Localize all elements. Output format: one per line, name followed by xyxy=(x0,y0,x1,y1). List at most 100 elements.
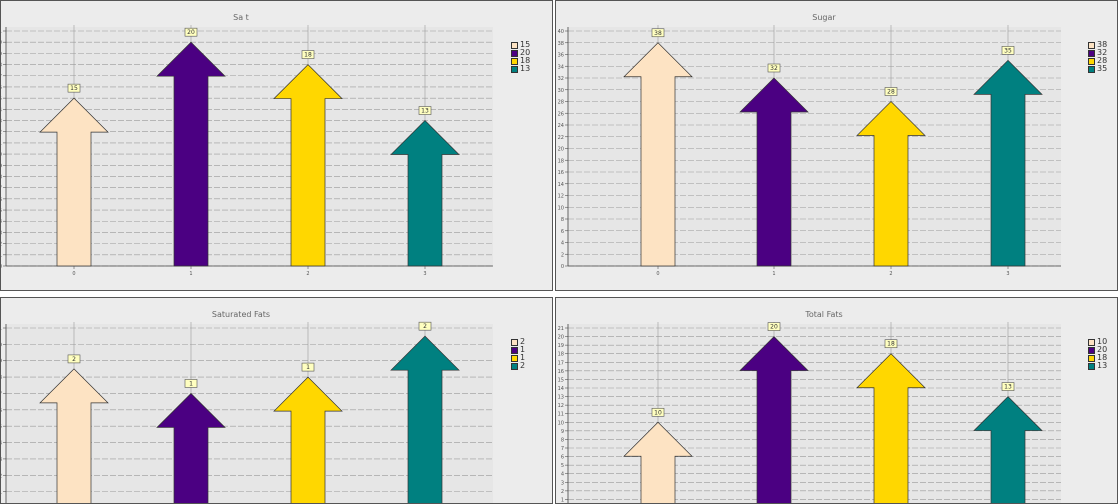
legend-label: 15 xyxy=(520,40,531,49)
data-label: 18 xyxy=(887,341,895,348)
data-label: 28 xyxy=(887,89,895,96)
data-label-box xyxy=(301,50,315,59)
y-tick-label: 12 xyxy=(1,130,2,136)
y-tick-label: 24 xyxy=(558,123,564,129)
y-tick-label: 38 xyxy=(558,41,564,47)
data-label-box xyxy=(301,362,315,372)
data-label-box xyxy=(418,321,432,331)
legend-label: 13 xyxy=(520,64,531,73)
chart-panel-salt: 0123456789101112131415161718192021150201… xyxy=(0,0,553,291)
legend-label: 32 xyxy=(1097,48,1108,57)
y-tick-label: 18 xyxy=(558,352,564,358)
legend-entry: 20 xyxy=(1088,346,1107,354)
data-label-box xyxy=(884,87,898,96)
x-tick-label: 1 xyxy=(772,271,775,277)
y-tick-label: 4 xyxy=(561,241,564,247)
data-label-box xyxy=(67,83,81,93)
y-tick-label: 21 xyxy=(1,29,2,35)
y-tick-label: 17 xyxy=(1,74,2,80)
y-tick-label: 18 xyxy=(1,63,2,69)
y-tick-label: 11 xyxy=(558,412,564,418)
y-tick-label: 4 xyxy=(561,472,564,478)
data-label: 20 xyxy=(187,29,195,36)
legend-swatch xyxy=(511,354,518,362)
legend-label: 28 xyxy=(1097,56,1108,65)
y-tick-label: 12 xyxy=(558,403,564,409)
legend-swatch xyxy=(1088,354,1095,362)
y-tick-label: 21 xyxy=(558,326,564,332)
legend-swatch xyxy=(511,346,518,354)
data-label-box xyxy=(767,322,781,331)
data-label: 15 xyxy=(70,85,78,92)
bar-arrow xyxy=(39,368,109,503)
y-tick-label: 32 xyxy=(558,76,564,82)
y-tick-label: 15 xyxy=(1,96,2,102)
data-label-box xyxy=(184,379,198,388)
y-tick-label: 14 xyxy=(558,386,564,392)
y-tick-label: 20 xyxy=(558,335,564,341)
chart-panel-sugar: 0 2 4 6 8 10 12 14 16 18 20 22 24 26 28 30 32 34 36 38 40 38 0… xyxy=(555,0,1118,291)
chart-plot: 0123456789101112131415161718192021150201… xyxy=(1,25,493,277)
bar-arrow xyxy=(739,77,809,267)
data-label: 38 xyxy=(654,30,662,37)
y-tick-label: 8 xyxy=(561,217,564,223)
chart-title: Saturated Fats xyxy=(211,310,271,319)
bar-arrow xyxy=(856,353,926,503)
legend-swatch xyxy=(1088,362,1095,370)
legend-entry: 2 xyxy=(511,338,528,346)
legend-swatch xyxy=(511,41,518,49)
legend-swatch xyxy=(1088,65,1095,73)
y-tick-label: 16 xyxy=(558,369,564,375)
y-tick-label: 17 xyxy=(558,360,564,366)
y-tick-label: 8 xyxy=(561,437,564,443)
legend-entry: 20 xyxy=(511,49,530,57)
legend-swatch xyxy=(1088,41,1095,49)
data-label-box xyxy=(651,407,665,417)
y-tick-label: 4 xyxy=(1,441,2,447)
y-tick-label: 4 xyxy=(1,219,2,225)
legend-entry: 35 xyxy=(1088,65,1107,73)
data-label: 35 xyxy=(1004,47,1012,54)
y-tick-label: 2 xyxy=(1,242,2,248)
legend-entry: 13 xyxy=(1088,362,1107,370)
legend-swatch xyxy=(1088,49,1095,57)
y-tick-label: 40 xyxy=(558,29,564,35)
legend-swatch xyxy=(1088,57,1095,65)
y-tick-label: 11 xyxy=(1,326,2,332)
legend-swatch xyxy=(1088,346,1095,354)
legend-label: 1 xyxy=(520,353,526,362)
legend-label: 18 xyxy=(1097,353,1108,362)
legend-entry: 28 xyxy=(1088,56,1108,65)
y-tick-label: 16 xyxy=(1,85,2,91)
y-tick-label: 36 xyxy=(558,53,564,59)
legend-swatch xyxy=(511,57,518,65)
y-tick-label: 9 xyxy=(1,359,2,365)
legend-label: 38 xyxy=(1097,40,1108,49)
y-tick-label: 30 xyxy=(558,88,564,94)
y-tick-label: 11 xyxy=(1,141,2,147)
x-tick-label: 0 xyxy=(72,271,75,277)
y-tick-label: 22 xyxy=(558,135,564,141)
y-tick-label: 20 xyxy=(1,40,2,46)
y-tick-label: 6 xyxy=(1,408,2,414)
y-tick-label: 1 xyxy=(1,253,2,259)
chart-title: Total Fats xyxy=(805,310,843,319)
legend-swatch xyxy=(511,49,518,57)
y-tick-label: 26 xyxy=(558,111,564,117)
bar-arrow xyxy=(156,392,226,503)
y-tick-label: 3 xyxy=(1,457,2,463)
data-label: 18 xyxy=(304,52,312,59)
y-tick-label: 12 xyxy=(558,194,564,200)
bar-arrow xyxy=(390,335,460,503)
legend: 15 20 18 13 xyxy=(511,40,531,73)
x-tick-label: 1 xyxy=(189,271,192,277)
legend-entry: 1 xyxy=(511,346,528,354)
y-tick-label: 7 xyxy=(1,186,2,192)
chart-plot: 0123456789101112131415161718192021100201… xyxy=(558,322,1061,503)
x-tick-label: 2 xyxy=(306,271,309,277)
y-tick-label: 6 xyxy=(561,229,564,235)
bar-arrow xyxy=(156,41,226,267)
legend-entry: 13 xyxy=(511,64,531,73)
